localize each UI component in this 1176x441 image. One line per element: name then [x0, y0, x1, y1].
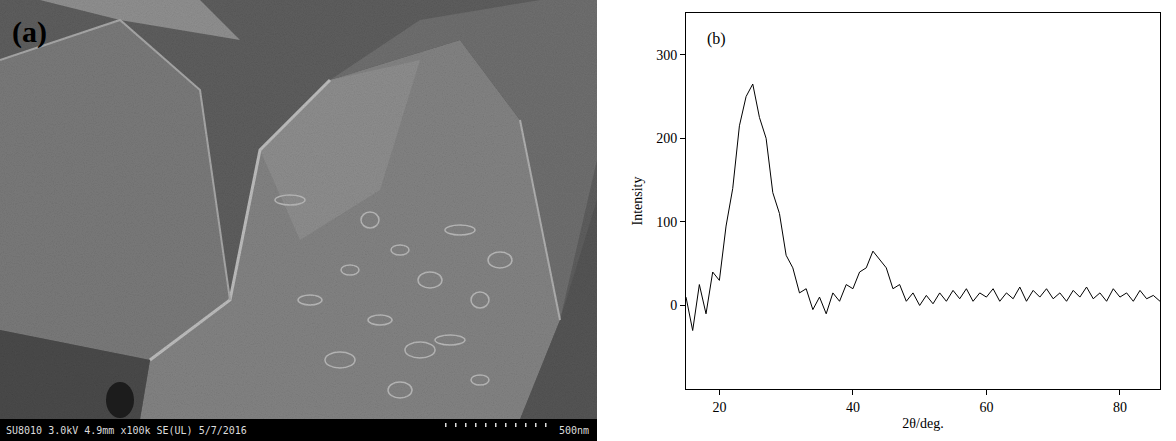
svg-text:40: 40 [846, 400, 860, 415]
svg-text:200: 200 [656, 131, 677, 146]
svg-text:(a): (a) [12, 15, 47, 49]
svg-text:60: 60 [979, 400, 993, 415]
svg-text:2θ/deg.: 2θ/deg. [902, 416, 943, 431]
svg-text:Intensity: Intensity [630, 177, 645, 226]
svg-text:300: 300 [656, 48, 677, 63]
svg-text:100: 100 [656, 215, 677, 230]
svg-text:500nm: 500nm [559, 425, 589, 436]
svg-text:(b): (b) [707, 30, 726, 48]
svg-text:80: 80 [1113, 400, 1127, 415]
svg-text:20: 20 [712, 400, 726, 415]
svg-text:SU8010 3.0kV 4.9mm x100k SE(UL: SU8010 3.0kV 4.9mm x100k SE(UL) 5/7/2016 [6, 425, 247, 436]
svg-text:0: 0 [670, 298, 677, 313]
